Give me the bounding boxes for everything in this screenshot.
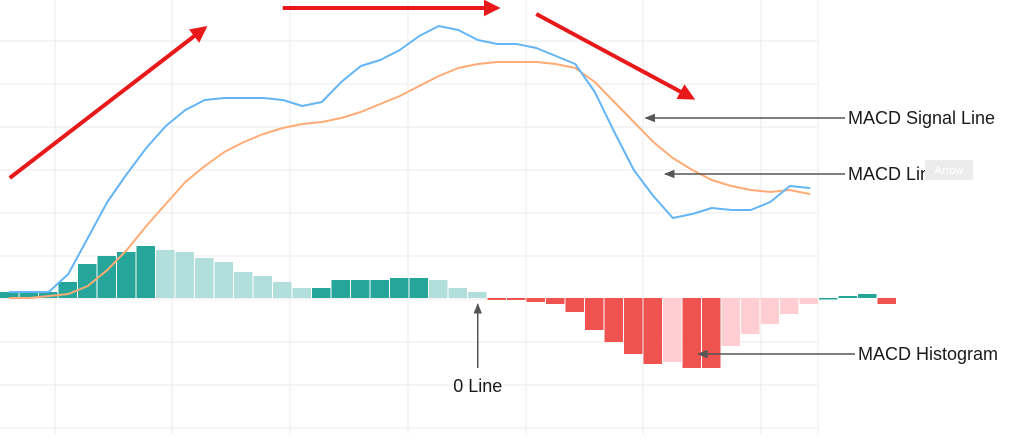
histogram-bar-43 bbox=[838, 296, 857, 298]
histogram-bar-11 bbox=[214, 262, 233, 298]
histogram-bar-26 bbox=[507, 298, 526, 300]
histogram-bar-30 bbox=[585, 298, 604, 330]
trend-arrows bbox=[8, 0, 696, 180]
arrow-badge-bg bbox=[925, 160, 973, 180]
histogram-bar-12 bbox=[234, 272, 253, 298]
histogram-bar-25 bbox=[487, 298, 506, 300]
histogram-bar-37 bbox=[721, 298, 740, 346]
histogram-bar-35 bbox=[682, 298, 701, 368]
histogram-bar-45 bbox=[877, 298, 896, 304]
histogram-bar-4 bbox=[78, 264, 97, 298]
histogram-bar-21 bbox=[409, 278, 428, 298]
histogram-bar-16 bbox=[312, 288, 331, 298]
histogram-bar-18 bbox=[351, 280, 370, 298]
histogram-bar-6 bbox=[117, 252, 136, 298]
histogram-bar-10 bbox=[195, 258, 214, 298]
grid-lines bbox=[0, 0, 819, 434]
trend-down-arrow bbox=[535, 12, 696, 100]
hist-label: MACD Histogram bbox=[858, 344, 998, 364]
histogram-bar-36 bbox=[702, 298, 721, 368]
histogram-bar-41 bbox=[799, 298, 818, 304]
histogram-bar-32 bbox=[624, 298, 643, 354]
histogram-bar-13 bbox=[253, 276, 272, 298]
histogram-bar-27 bbox=[526, 298, 545, 302]
signal-label: MACD Signal Line bbox=[848, 108, 995, 128]
histogram-bar-24 bbox=[468, 292, 487, 298]
histogram-bar-23 bbox=[448, 288, 467, 298]
histogram-bar-9 bbox=[175, 252, 194, 298]
histogram-bar-15 bbox=[292, 288, 311, 298]
histogram-bar-8 bbox=[156, 250, 175, 298]
indicator-lines bbox=[8, 25, 811, 299]
macd-line bbox=[8, 25, 811, 293]
histogram-bar-29 bbox=[565, 298, 584, 312]
histogram-bar-19 bbox=[370, 280, 389, 298]
arrow-badge-text: Arrow bbox=[935, 165, 964, 177]
signal-line bbox=[8, 61, 811, 299]
histogram-bar-34 bbox=[663, 298, 682, 362]
histogram-bar-14 bbox=[273, 282, 292, 298]
histogram-bar-39 bbox=[760, 298, 779, 324]
histogram-bar-0 bbox=[0, 292, 19, 298]
histogram-bar-38 bbox=[741, 298, 760, 334]
histogram-bar-42 bbox=[819, 298, 838, 300]
histogram-bar-7 bbox=[136, 246, 155, 298]
arrow-badge: Arrow bbox=[925, 160, 973, 180]
trend-up-arrow bbox=[8, 25, 208, 180]
histogram-bar-31 bbox=[604, 298, 623, 342]
macd-label: MACD Line bbox=[848, 164, 940, 184]
zero-line-label: 0 Line bbox=[453, 376, 502, 396]
histogram-bar-22 bbox=[429, 280, 448, 298]
histogram-bar-1 bbox=[19, 292, 38, 298]
histogram-bar-28 bbox=[546, 298, 565, 304]
histogram-bar-44 bbox=[858, 294, 877, 298]
histogram-bar-40 bbox=[780, 298, 799, 314]
histogram-bar-20 bbox=[390, 278, 409, 298]
annotations: MACD Signal Line MACD Line MACD Histogram 0… bbox=[453, 108, 998, 396]
histogram-bar-33 bbox=[643, 298, 662, 364]
histogram-bar-17 bbox=[331, 280, 350, 298]
histogram-bar-2 bbox=[39, 292, 58, 298]
histogram-bars bbox=[0, 246, 896, 368]
